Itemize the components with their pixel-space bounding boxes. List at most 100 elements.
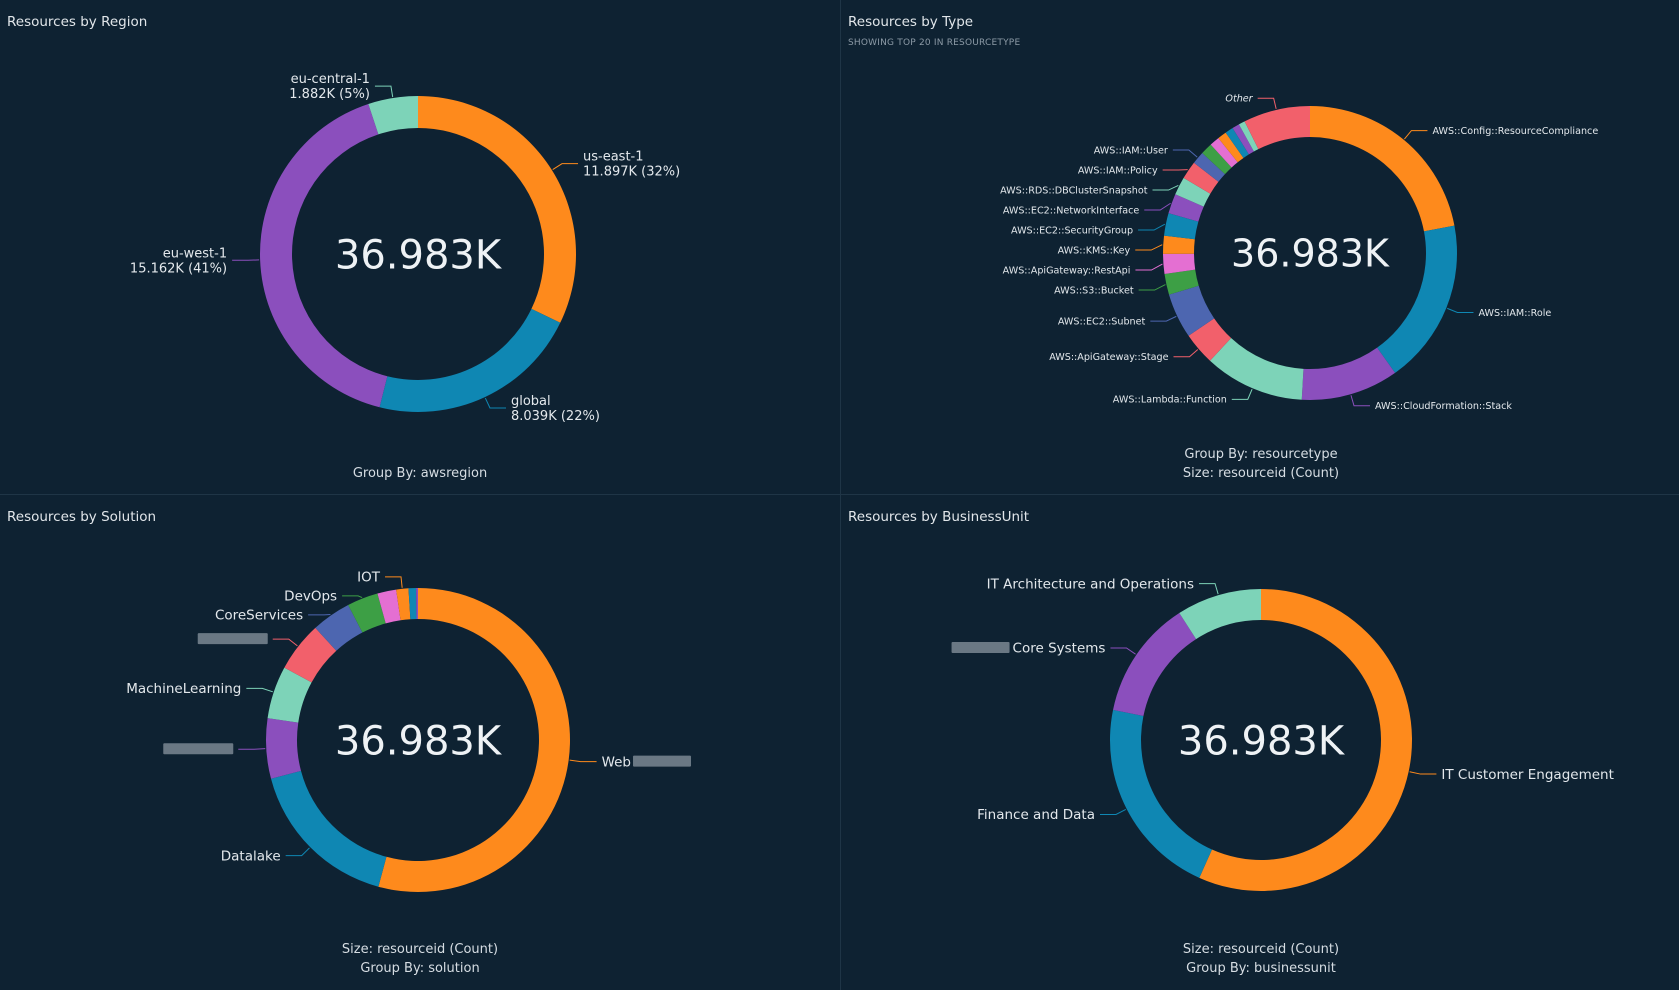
slice-label: MachineLearning — [126, 681, 241, 697]
footer-group-by: Group By: businessunit — [1186, 961, 1336, 976]
slice-label: eu-central-1 — [291, 72, 370, 87]
leader-line — [1409, 771, 1437, 775]
footer-group-by: Group By: awsregion — [352, 466, 488, 481]
leader-line — [238, 748, 266, 750]
donut-slice[interactable] — [396, 588, 411, 621]
donut-slice[interactable] — [1164, 269, 1199, 295]
leader-line — [1350, 395, 1371, 407]
donut-slice[interactable] — [1210, 138, 1238, 168]
slice-label: Web — [602, 754, 631, 770]
slice-value-label: 15.162K (41%) — [130, 261, 227, 276]
slice-value-label: 1.882K (5%) — [289, 87, 370, 102]
panel-title: Resources by BusinessUnit — [848, 509, 1030, 525]
donut-slice[interactable] — [1232, 124, 1254, 155]
donut-slice[interactable] — [1183, 162, 1219, 194]
donut-slice[interactable] — [284, 627, 337, 683]
donut-slice[interactable] — [1202, 144, 1232, 175]
donut-slice[interactable] — [1210, 338, 1304, 400]
donut-slice[interactable] — [1193, 153, 1225, 182]
donut-chart: AWS::Config::ResourceComplianceAWS::IAM:… — [1000, 94, 1598, 413]
footer-group-by: Group By: solution — [360, 961, 480, 976]
donut-slice[interactable] — [379, 308, 561, 412]
donut-slice[interactable] — [1301, 347, 1396, 400]
donut-slice[interactable] — [1310, 106, 1455, 232]
slice-label: AWS::RDS::DBClusterSnapshot — [1000, 185, 1148, 196]
donut-slice[interactable] — [260, 104, 388, 408]
donut-slice[interactable] — [1110, 709, 1212, 878]
panel-subtitle: SHOWING TOP 20 IN RESOURCETYPE — [848, 38, 1021, 48]
footer-group-by: Group By: resourcetype — [1184, 447, 1338, 462]
panel-resources-by-region[interactable]: us-east-1 11.897K (32%) global 8.039K (22%)… — [0, 0, 840, 494]
donut-slice[interactable] — [1238, 121, 1259, 152]
donut-slice[interactable] — [1175, 177, 1211, 207]
redacted-text-block — [163, 743, 234, 755]
slice-label: IT Customer Engagement — [1441, 767, 1614, 783]
donut-slice[interactable] — [1244, 106, 1310, 150]
slice-label: AWS::ApiGateway::Stage — [1049, 352, 1168, 363]
leader-line — [1199, 583, 1219, 595]
donut-slice[interactable] — [271, 770, 387, 887]
slice-label: AWS::KMS::Key — [1058, 245, 1131, 256]
footer-size: Size: resourceid (Count) — [341, 942, 499, 957]
leader-line — [1231, 389, 1253, 400]
redacted-text-block — [951, 641, 1010, 653]
donut-chart: IT Customer Engagement Finance and Data Co… — [951, 576, 1614, 891]
slice-label: eu-west-1 — [163, 246, 227, 261]
donut-slice[interactable] — [315, 605, 363, 651]
footer-size: Size: resourceid (Count) — [1182, 466, 1340, 481]
panel-resources-by-businessunit[interactable]: IT Customer Engagement Finance and Data Co… — [841, 495, 1679, 990]
donut-slice[interactable] — [1199, 589, 1412, 891]
donut-slice[interactable] — [267, 667, 312, 723]
leader-line — [1172, 149, 1198, 158]
donut-slice[interactable] — [416, 588, 418, 620]
leader-line — [1135, 263, 1163, 271]
donut-slice[interactable] — [368, 96, 418, 135]
donut-slice[interactable] — [1179, 589, 1261, 640]
slice-label: AWS::IAM::Policy — [1078, 165, 1158, 176]
donut-slice[interactable] — [1218, 132, 1244, 163]
slice-value-label: 8.039K (22%) — [511, 409, 600, 424]
slice-label: Finance and Data — [977, 807, 1095, 823]
slice-label: AWS::IAM::Role — [1478, 308, 1551, 319]
donut-slice[interactable] — [377, 589, 401, 624]
donut-slice[interactable] — [378, 588, 570, 892]
slice-label: Other — [1225, 94, 1253, 105]
panel-title: Resources by Region — [7, 14, 148, 30]
donut-slice[interactable] — [266, 718, 301, 779]
panel-resources-by-solution[interactable]: Web Datalake MachineLearning CoreServices De… — [0, 495, 840, 990]
donut-chart: Web Datalake MachineLearning CoreServices De… — [126, 570, 692, 892]
redacted-text-block — [633, 755, 692, 767]
donut-slice[interactable] — [408, 588, 417, 620]
donut-slice[interactable] — [348, 593, 386, 633]
footer-size: Size: resourceid (Count) — [1182, 942, 1340, 957]
slice-value-label: 11.897K (32%) — [583, 165, 680, 180]
donut-slice[interactable] — [1188, 318, 1232, 361]
center-total: 36.983K — [335, 232, 503, 278]
donut-slice[interactable] — [1169, 285, 1215, 336]
slice-label: AWS::Lambda::Function — [1113, 395, 1227, 406]
donut-slice[interactable] — [1168, 194, 1204, 222]
slice-label: AWS::EC2::SecurityGroup — [1011, 225, 1133, 236]
leader-line — [484, 397, 506, 409]
donut-slice[interactable] — [1164, 213, 1199, 240]
slice-label: AWS::CloudFormation::Stack — [1375, 401, 1512, 412]
slice-label: AWS::IAM::User — [1094, 145, 1168, 156]
panel-resources-by-type[interactable]: AWS::Config::ResourceCompliance AWS::IAM:… — [841, 0, 1679, 494]
leader-line — [1152, 185, 1179, 191]
donut-slice[interactable] — [1163, 253, 1196, 275]
slice-label: Datalake — [221, 848, 281, 864]
slice-label: AWS::S3::Bucket — [1054, 285, 1134, 296]
horizontal-divider — [0, 494, 1679, 495]
slice-label: CoreServices — [215, 608, 303, 624]
leader-line — [374, 85, 394, 98]
donut-slice[interactable] — [1113, 613, 1197, 717]
donut-slice[interactable] — [418, 96, 577, 323]
leader-line — [385, 576, 403, 588]
slice-label: us-east-1 — [583, 150, 644, 165]
leader-line — [1138, 223, 1166, 231]
donut-slice[interactable] — [1163, 235, 1195, 254]
donut-slice[interactable] — [1377, 225, 1457, 373]
donut-slice[interactable] — [1225, 128, 1249, 158]
leader-line — [552, 163, 579, 170]
